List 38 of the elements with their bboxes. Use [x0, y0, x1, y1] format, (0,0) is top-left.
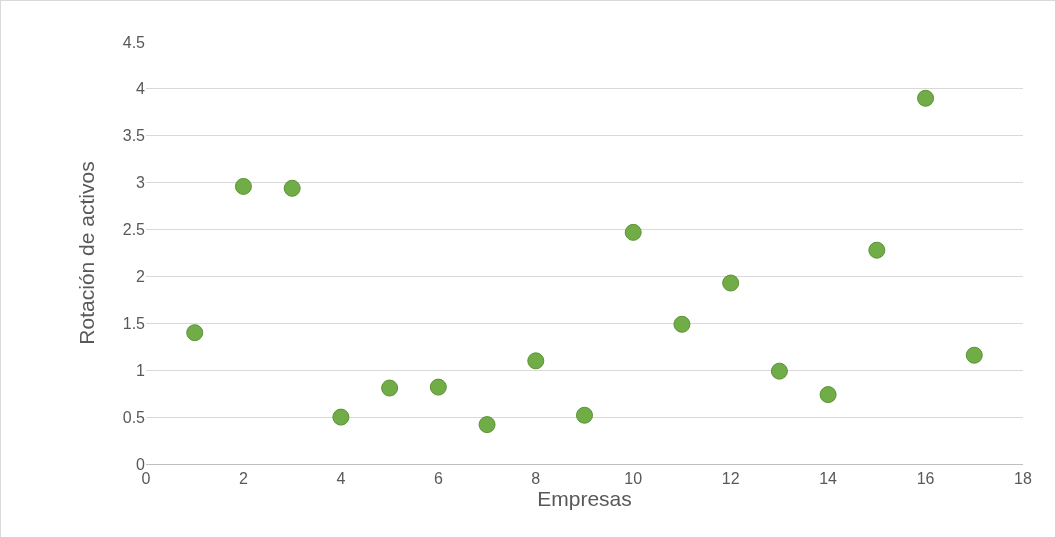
point — [673, 315, 691, 333]
point — [234, 177, 252, 195]
x-tick-label: 14 — [819, 470, 838, 488]
y-tick-label: 2 — [136, 268, 146, 286]
x-tick-label: 4 — [336, 470, 346, 488]
point — [332, 408, 350, 426]
y-tick-label: 3 — [136, 174, 146, 192]
y-tick-label: 2.5 — [122, 221, 146, 239]
y-axis-title: Rotación de activos — [75, 161, 98, 345]
x-tick-label: 8 — [531, 470, 541, 488]
point — [722, 274, 740, 292]
y-tick-label: 4.5 — [122, 33, 146, 51]
x-tick-label: 18 — [1014, 470, 1032, 488]
point — [965, 346, 983, 364]
point — [576, 406, 593, 424]
x-tick-label: 16 — [916, 470, 935, 488]
point — [527, 352, 545, 370]
x-tick-label: 6 — [433, 470, 443, 488]
y-tick-label: 1 — [136, 361, 146, 379]
y-tick-label: 1.5 — [122, 314, 146, 332]
y-tick-label: 3.5 — [122, 127, 146, 145]
y-tick-label: 0 — [136, 455, 146, 473]
point — [624, 223, 642, 241]
y-tick-label: 0.5 — [122, 408, 146, 426]
point — [478, 416, 496, 434]
y-tick-label: 4 — [136, 80, 146, 98]
point — [283, 179, 301, 197]
x-tick-label: 2 — [238, 470, 248, 488]
x-tick-label: 10 — [624, 470, 643, 488]
point — [770, 362, 788, 380]
point — [868, 241, 886, 259]
point — [186, 324, 204, 342]
point — [917, 89, 935, 107]
point — [429, 378, 447, 396]
point — [381, 379, 399, 397]
x-axis-title: Empresas — [537, 487, 632, 511]
x-tick-label: 12 — [721, 470, 740, 488]
point — [819, 386, 837, 404]
